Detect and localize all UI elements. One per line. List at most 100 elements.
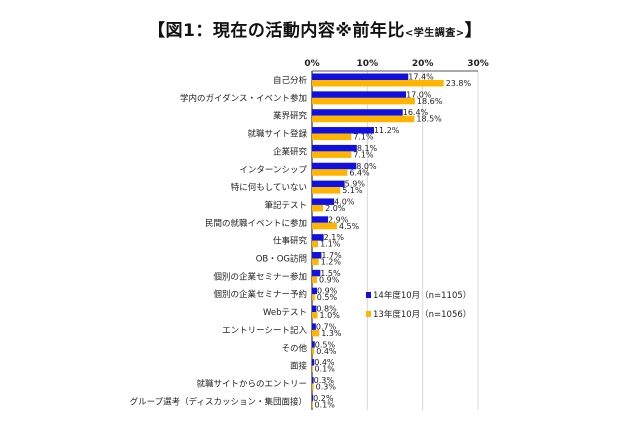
category-label: 特に何もしていない (231, 182, 307, 193)
data-label: 0.2% (313, 394, 334, 403)
data-label: 0.9% (317, 287, 338, 296)
legend-swatch (366, 292, 371, 298)
category-label: 民間の就職イベントに参加 (205, 218, 307, 229)
category-label: 業界研究 (273, 111, 308, 122)
bar-2014 (312, 109, 403, 116)
category-label: 学内のガイダンス・イベント参加 (180, 93, 307, 104)
bar-2014 (312, 91, 407, 98)
bar-2014 (312, 252, 322, 259)
data-label: 8.0% (356, 162, 377, 171)
bar-2014 (312, 323, 316, 330)
category-label: 個別の企業セミナー参加 (213, 271, 307, 282)
bar-2014 (312, 287, 317, 295)
bar-2014 (312, 216, 329, 223)
data-label: 4.5% (339, 222, 360, 231)
data-label: 7.1% (353, 150, 374, 159)
bar-2014 (312, 269, 321, 277)
category-label: OB・OG訪問 (256, 254, 307, 265)
bar-2014 (312, 359, 315, 366)
data-label: 11.2% (374, 126, 400, 135)
category-label: 面接 (290, 361, 308, 372)
legend-label: 14年度10月（n=1105） (373, 290, 471, 301)
data-label: 1.7% (321, 251, 342, 260)
bar-2013 (312, 240, 319, 248)
category-label: Webテスト (263, 308, 307, 318)
category-label: グループ選考（ディスカッション・集団面接） (130, 396, 307, 407)
data-label: 23.8% (446, 79, 472, 88)
bar-2014 (312, 180, 345, 188)
x-tick-label: 10% (357, 59, 379, 69)
data-label: 17.4% (408, 73, 434, 82)
bar-2014 (312, 305, 317, 313)
data-label: 4.0% (334, 197, 355, 206)
data-label: 2.9% (328, 215, 349, 224)
category-label: 企業研究 (273, 146, 308, 157)
data-label: 0.5% (317, 293, 338, 302)
data-label: 0.1% (315, 365, 336, 374)
data-label: 1.3% (321, 329, 342, 338)
category-label: 仕事研究 (273, 236, 308, 247)
bar-2014 (312, 394, 314, 402)
data-label: 7.1% (353, 133, 374, 142)
data-label: 2.1% (324, 233, 345, 242)
bar-2014 (312, 198, 335, 205)
data-label: 0.3% (314, 376, 335, 385)
bar-2013 (312, 115, 415, 123)
bar-2013 (312, 294, 315, 301)
data-label: 18.6% (417, 97, 443, 106)
bar-2014 (312, 127, 374, 134)
bar-2013 (312, 187, 341, 194)
category-label: 個別の企業セミナー予約 (213, 289, 307, 300)
bar-2013 (312, 347, 315, 355)
data-label: 0.7% (316, 322, 337, 331)
data-label: 2.0% (325, 204, 346, 213)
data-label: 8.1% (357, 144, 378, 153)
data-label: 17.0% (406, 90, 432, 99)
bar-2014 (312, 234, 324, 241)
bar-2013 (312, 97, 415, 105)
category-label: インターンシップ (239, 165, 307, 175)
bar-2013 (312, 258, 319, 265)
category-label: 筆記テスト (264, 200, 307, 211)
data-label: 0.3% (316, 382, 337, 391)
category-label: エントリーシート記入 (222, 325, 307, 336)
bar-2013 (312, 80, 444, 87)
bar-2013 (312, 169, 348, 176)
bar-2014 (312, 162, 357, 170)
bar-2013 (312, 133, 352, 141)
data-label: 1.0% (320, 311, 341, 320)
category-label: 自己分析 (273, 75, 308, 86)
bar-2014 (312, 341, 315, 348)
bar-2014 (312, 73, 409, 80)
bar-2013 (312, 312, 318, 319)
bar-2014 (312, 376, 314, 384)
bar-2013 (312, 204, 324, 212)
x-tick-label: 20% (412, 59, 434, 69)
data-label: 1.1% (320, 240, 341, 249)
x-tick-label: 0% (304, 59, 319, 69)
title-main: 【図1：現在の活動内容※前年比 (148, 21, 405, 41)
data-label: 0.5% (315, 340, 336, 349)
data-label: 6.4% (349, 168, 370, 177)
data-label: 0.4% (314, 358, 335, 367)
legend-label: 13年度10月（n=1056） (373, 309, 471, 320)
category-label: 就職サイト登録 (247, 129, 307, 140)
bar-2014 (312, 144, 357, 152)
data-label: 0.8% (316, 305, 337, 314)
bar-2013 (312, 401, 313, 408)
data-label: 1.5% (320, 269, 341, 278)
title-subtitle: <学生調査> (404, 28, 465, 39)
data-label: 0.4% (316, 347, 337, 356)
title-end: 】 (464, 21, 483, 41)
data-label: 0.9% (319, 275, 340, 284)
data-label: 0.1% (315, 400, 336, 409)
data-label: 16.4% (403, 108, 429, 117)
data-label: 18.5% (416, 115, 442, 124)
data-label: 1.2% (321, 258, 342, 267)
bar-2013 (312, 222, 337, 230)
bar-2013 (312, 151, 352, 158)
category-label: 就職サイトからのエントリー (196, 378, 307, 389)
category-label: その他 (281, 343, 307, 354)
bar-2013 (312, 329, 320, 337)
